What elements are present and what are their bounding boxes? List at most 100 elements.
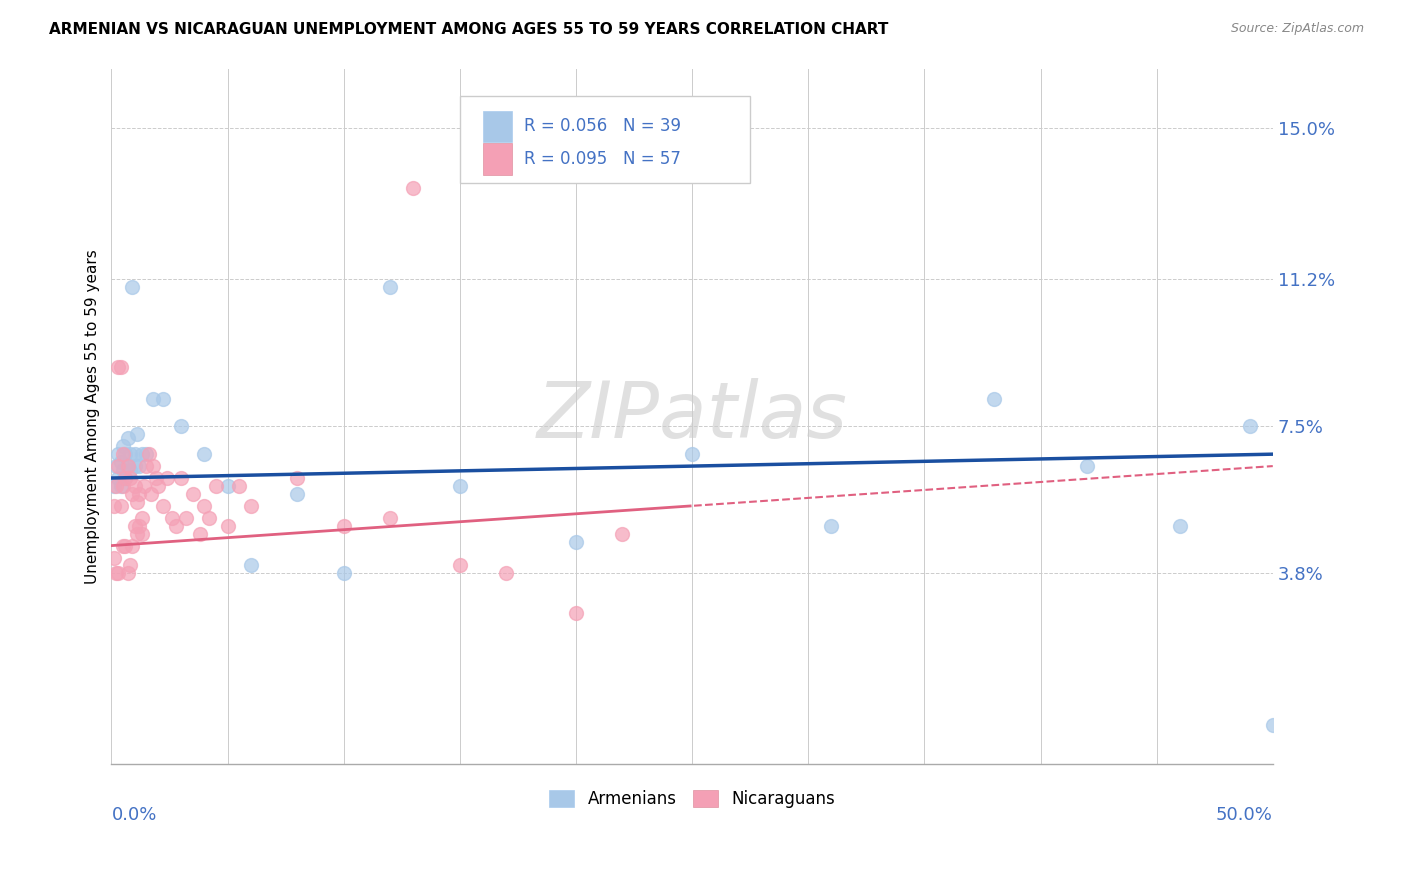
Point bbox=[125, 526, 148, 541]
Text: ZIPatlas: ZIPatlas bbox=[537, 378, 848, 454]
Point bbox=[107, 459, 129, 474]
Point bbox=[114, 471, 136, 485]
Point bbox=[565, 606, 588, 620]
Point bbox=[114, 447, 136, 461]
Point bbox=[131, 510, 153, 524]
Point bbox=[198, 510, 221, 524]
Bar bbox=[484, 111, 512, 142]
Point bbox=[124, 447, 146, 461]
Point bbox=[239, 499, 262, 513]
Point bbox=[125, 427, 148, 442]
Point bbox=[402, 181, 425, 195]
Point bbox=[820, 518, 842, 533]
Text: ARMENIAN VS NICARAGUAN UNEMPLOYMENT AMONG AGES 55 TO 59 YEARS CORRELATION CHART: ARMENIAN VS NICARAGUAN UNEMPLOYMENT AMON… bbox=[49, 22, 889, 37]
Point bbox=[107, 566, 129, 581]
Point bbox=[135, 459, 157, 474]
Bar bbox=[484, 144, 512, 175]
Point bbox=[332, 566, 354, 581]
Point bbox=[110, 455, 132, 469]
Point bbox=[142, 392, 165, 406]
Point bbox=[110, 479, 132, 493]
Point bbox=[1076, 459, 1098, 474]
Text: 50.0%: 50.0% bbox=[1216, 806, 1272, 824]
Text: R = 0.095   N = 57: R = 0.095 N = 57 bbox=[523, 150, 681, 168]
Point bbox=[117, 431, 139, 445]
Point bbox=[193, 447, 215, 461]
Point bbox=[128, 459, 150, 474]
Point bbox=[117, 566, 139, 581]
Point bbox=[565, 534, 588, 549]
Point bbox=[217, 479, 239, 493]
Point bbox=[121, 280, 143, 294]
Text: Source: ZipAtlas.com: Source: ZipAtlas.com bbox=[1230, 22, 1364, 36]
Point bbox=[132, 479, 155, 493]
Point bbox=[378, 510, 401, 524]
Text: R = 0.056   N = 39: R = 0.056 N = 39 bbox=[523, 117, 681, 136]
Point bbox=[681, 447, 703, 461]
Point bbox=[114, 471, 136, 485]
Point bbox=[107, 471, 129, 485]
Point bbox=[285, 471, 308, 485]
Point bbox=[105, 459, 128, 474]
Point bbox=[181, 487, 204, 501]
Point bbox=[110, 499, 132, 513]
Point bbox=[193, 499, 215, 513]
Point bbox=[188, 526, 211, 541]
Point bbox=[111, 447, 134, 461]
Text: 0.0%: 0.0% bbox=[111, 806, 157, 824]
Point bbox=[107, 447, 129, 461]
Point bbox=[152, 392, 174, 406]
Point bbox=[124, 518, 146, 533]
Point bbox=[228, 479, 250, 493]
Point bbox=[105, 566, 128, 581]
Point bbox=[1239, 419, 1261, 434]
Point bbox=[135, 447, 157, 461]
Point bbox=[139, 487, 162, 501]
Point bbox=[152, 499, 174, 513]
Point bbox=[165, 518, 187, 533]
Point bbox=[103, 479, 125, 493]
Point bbox=[983, 392, 1005, 406]
Point bbox=[174, 510, 197, 524]
Point bbox=[111, 439, 134, 453]
Point bbox=[107, 359, 129, 374]
Point bbox=[131, 447, 153, 461]
Point bbox=[121, 487, 143, 501]
Point bbox=[449, 558, 471, 573]
Point bbox=[131, 526, 153, 541]
Point bbox=[285, 487, 308, 501]
Point bbox=[118, 558, 141, 573]
Point bbox=[378, 280, 401, 294]
Point bbox=[156, 471, 179, 485]
Legend: Armenians, Nicaraguans: Armenians, Nicaraguans bbox=[543, 783, 842, 815]
Point bbox=[449, 479, 471, 493]
Point bbox=[138, 447, 160, 461]
Point bbox=[170, 471, 193, 485]
Point bbox=[103, 499, 125, 513]
Point bbox=[217, 518, 239, 533]
Point bbox=[205, 479, 228, 493]
Point bbox=[111, 539, 134, 553]
FancyBboxPatch shape bbox=[460, 96, 751, 184]
Point bbox=[111, 463, 134, 477]
Point bbox=[1261, 717, 1284, 731]
Point bbox=[114, 539, 136, 553]
Point bbox=[160, 510, 183, 524]
Point bbox=[1168, 518, 1191, 533]
Point bbox=[121, 539, 143, 553]
Point bbox=[110, 359, 132, 374]
Point bbox=[103, 550, 125, 565]
Point bbox=[105, 479, 128, 493]
Point bbox=[142, 459, 165, 474]
Point bbox=[111, 479, 134, 493]
Point bbox=[117, 459, 139, 474]
Point bbox=[128, 518, 150, 533]
Point bbox=[146, 479, 169, 493]
Point bbox=[118, 463, 141, 477]
Point bbox=[124, 459, 146, 474]
Y-axis label: Unemployment Among Ages 55 to 59 years: Unemployment Among Ages 55 to 59 years bbox=[86, 249, 100, 583]
Point bbox=[612, 526, 634, 541]
Point bbox=[125, 495, 148, 509]
Point bbox=[170, 419, 193, 434]
Point bbox=[118, 471, 141, 485]
